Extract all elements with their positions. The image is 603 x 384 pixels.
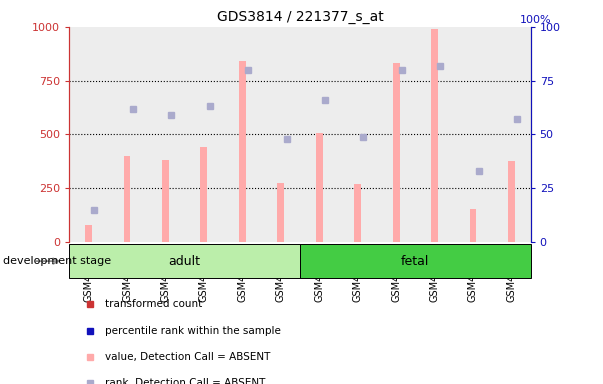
Bar — [223, 27, 262, 242]
Bar — [300, 27, 338, 242]
Bar — [277, 183, 284, 242]
Title: GDS3814 / 221377_s_at: GDS3814 / 221377_s_at — [216, 10, 384, 25]
Bar — [393, 63, 400, 242]
Text: value, Detection Call = ABSENT: value, Detection Call = ABSENT — [104, 352, 270, 362]
Bar — [316, 133, 323, 242]
Bar — [124, 156, 130, 242]
Bar — [492, 27, 531, 242]
Bar — [415, 27, 453, 242]
Bar — [377, 27, 415, 242]
Text: adult: adult — [169, 255, 201, 268]
Bar — [470, 209, 476, 242]
Bar — [108, 27, 146, 242]
Bar — [185, 27, 223, 242]
Bar — [85, 225, 92, 242]
Text: percentile rank within the sample: percentile rank within the sample — [104, 326, 280, 336]
Text: development stage: development stage — [3, 256, 111, 266]
Text: rank, Detection Call = ABSENT: rank, Detection Call = ABSENT — [104, 378, 265, 384]
Bar — [146, 27, 185, 242]
Bar — [431, 29, 438, 242]
Bar — [69, 27, 108, 242]
Bar — [262, 27, 300, 242]
Bar — [508, 161, 515, 242]
Bar — [200, 147, 207, 242]
Bar — [354, 184, 361, 242]
Text: fetal: fetal — [401, 255, 429, 268]
Bar — [454, 27, 492, 242]
Y-axis label: 100%: 100% — [519, 15, 551, 25]
Bar — [239, 61, 246, 242]
Bar — [162, 160, 169, 242]
Bar — [300, 244, 531, 278]
Text: transformed count: transformed count — [104, 299, 202, 309]
Bar — [338, 27, 377, 242]
Bar — [69, 244, 300, 278]
